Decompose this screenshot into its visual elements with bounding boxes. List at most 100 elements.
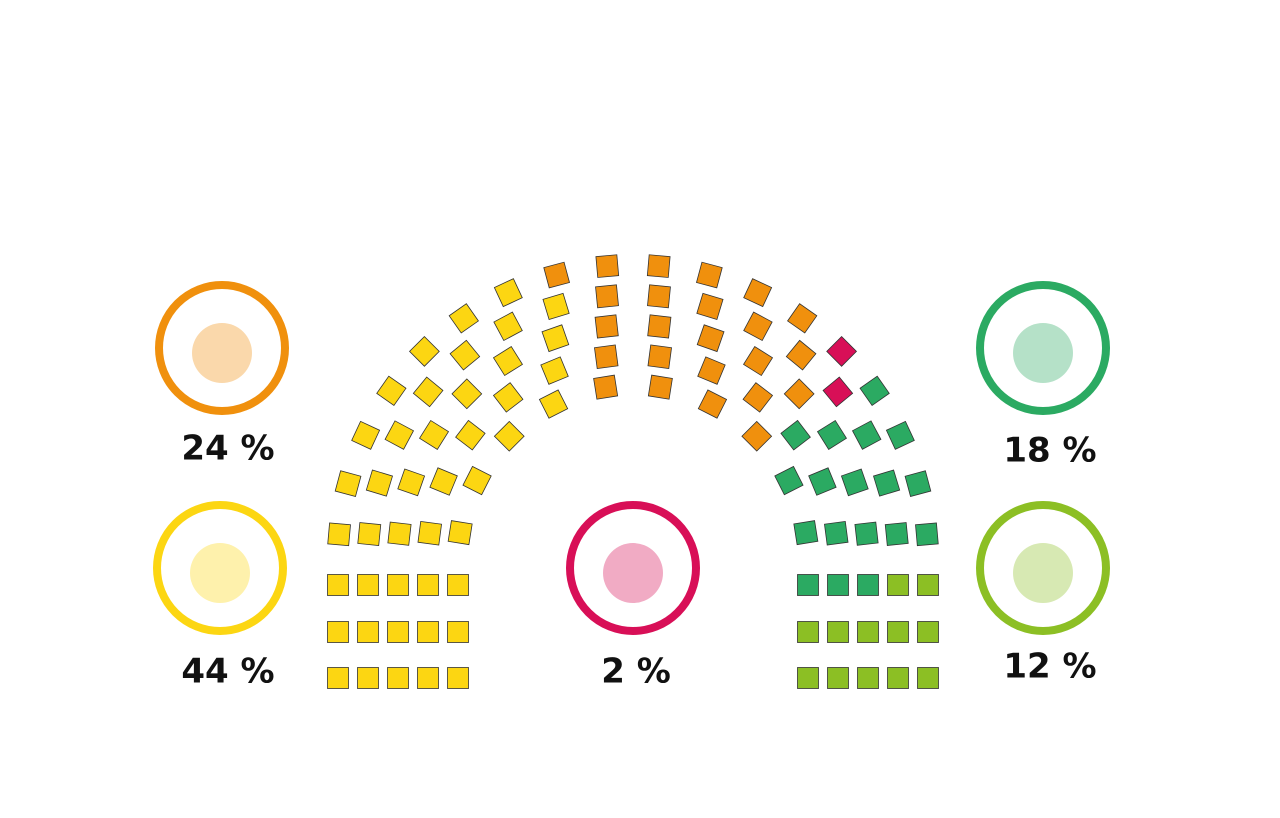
seat [449,339,481,371]
percent-label: 44 % [181,652,274,692]
seat [857,621,879,643]
seat [824,521,849,546]
seat [793,520,819,546]
seat [594,314,619,339]
seat [826,335,858,367]
seat [797,667,819,689]
seat [647,344,672,369]
seat [397,468,426,497]
seat [387,667,409,689]
seat [542,292,570,321]
seat [327,667,349,689]
percent-label: 18 % [1003,431,1096,471]
seat [887,667,909,689]
seat [742,345,774,377]
badge-ring [153,501,287,635]
seat [696,324,725,353]
seat [418,419,450,451]
badge-ring [976,281,1110,415]
seat [492,382,524,413]
seat [417,621,439,643]
seat [797,574,819,596]
seat [647,314,672,339]
seat [872,469,901,497]
seat [816,419,848,451]
seat [447,667,469,689]
seat [417,521,442,546]
seat [647,284,671,309]
badge-icon [1013,323,1073,383]
seat [787,303,818,334]
badge-icon [1013,543,1073,603]
seat [743,311,773,342]
seat [387,574,409,596]
seat [387,521,412,546]
seat [447,621,469,643]
badge-ring [976,501,1110,635]
hemicycle [327,254,939,689]
seat [741,420,773,452]
seat [885,420,915,450]
seat [595,254,620,278]
seat [455,419,486,451]
seat [646,254,671,278]
seat [827,574,849,596]
seat [492,345,524,377]
seat [543,261,570,289]
seat [365,469,394,497]
seat [595,284,619,309]
seat [696,261,723,289]
badge-icon [603,543,663,603]
seat [493,278,523,308]
seat [917,667,939,689]
seat [697,356,726,385]
seat [384,420,415,450]
seat [697,389,728,419]
seat [854,521,879,546]
seat [540,356,569,385]
seat [357,522,382,546]
seat [408,335,440,367]
seat [387,621,409,643]
percent-label: 2 % [601,652,671,692]
seat [593,374,619,400]
seat [840,468,869,497]
seat [827,667,849,689]
seat [451,378,483,410]
seat [743,278,773,308]
seat [417,667,439,689]
seat [887,574,909,596]
seat [429,467,458,496]
seat [904,470,932,497]
seat [884,522,909,546]
seat [915,522,939,547]
seat [780,419,811,451]
seat [887,621,909,643]
seat [327,522,351,547]
seat [351,420,381,450]
seat [376,375,407,406]
percent-label: 24 % [181,429,274,469]
seat [859,375,890,406]
seat [917,574,939,596]
seat [327,574,349,596]
seat [822,376,854,408]
seat [493,311,523,342]
seat [857,574,879,596]
seat [647,374,673,400]
seat [742,382,774,413]
seat [785,339,817,371]
badge-ring [155,281,289,415]
badges: 44 % 24 % 2 % 18 % 12 % [153,281,1110,692]
seat [696,292,724,321]
seat [357,667,379,689]
seat [774,465,804,496]
seat [851,420,882,450]
seat [447,574,469,596]
seat [917,621,939,643]
seat [334,470,362,497]
seat [783,378,815,410]
seat [827,621,849,643]
